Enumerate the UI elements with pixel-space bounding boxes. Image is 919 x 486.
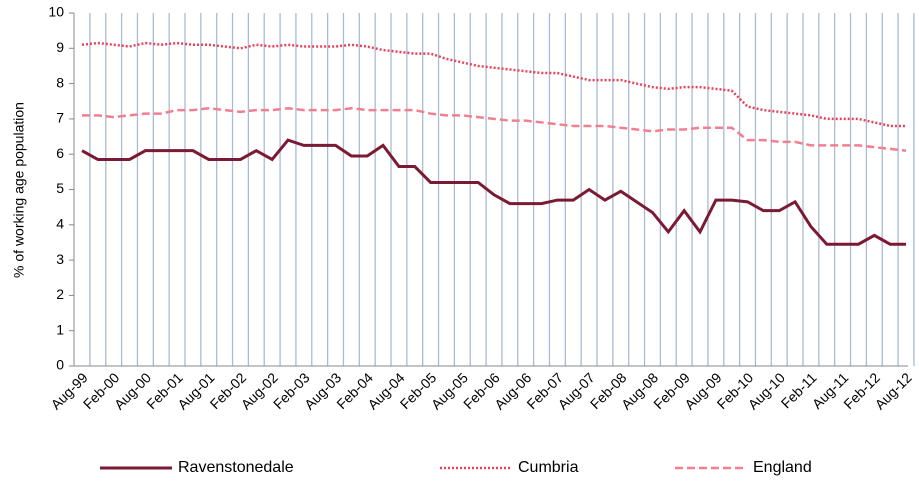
- y-tick-label: 4: [56, 216, 64, 232]
- y-tick-label: 9: [56, 39, 64, 55]
- y-tick-label: 3: [56, 251, 64, 267]
- y-tick-label: 10: [48, 4, 64, 20]
- y-tick-label: 6: [56, 145, 64, 161]
- y-tick-label: 2: [56, 286, 64, 302]
- y-tick-label: 0: [56, 357, 64, 373]
- y-tick-label: 8: [56, 74, 64, 90]
- y-tick-label: 1: [56, 321, 64, 337]
- y-tick-label: 5: [56, 180, 64, 196]
- series-line: [82, 107, 907, 152]
- legend-label: England: [753, 459, 812, 476]
- legend-label: Cumbria: [518, 459, 579, 476]
- y-axis-label: % of working age population: [11, 102, 27, 278]
- legend-label: Ravenstonedale: [178, 459, 294, 476]
- series-line: [81, 138, 906, 246]
- series-line: [81, 41, 906, 128]
- y-tick-label: 7: [56, 110, 64, 126]
